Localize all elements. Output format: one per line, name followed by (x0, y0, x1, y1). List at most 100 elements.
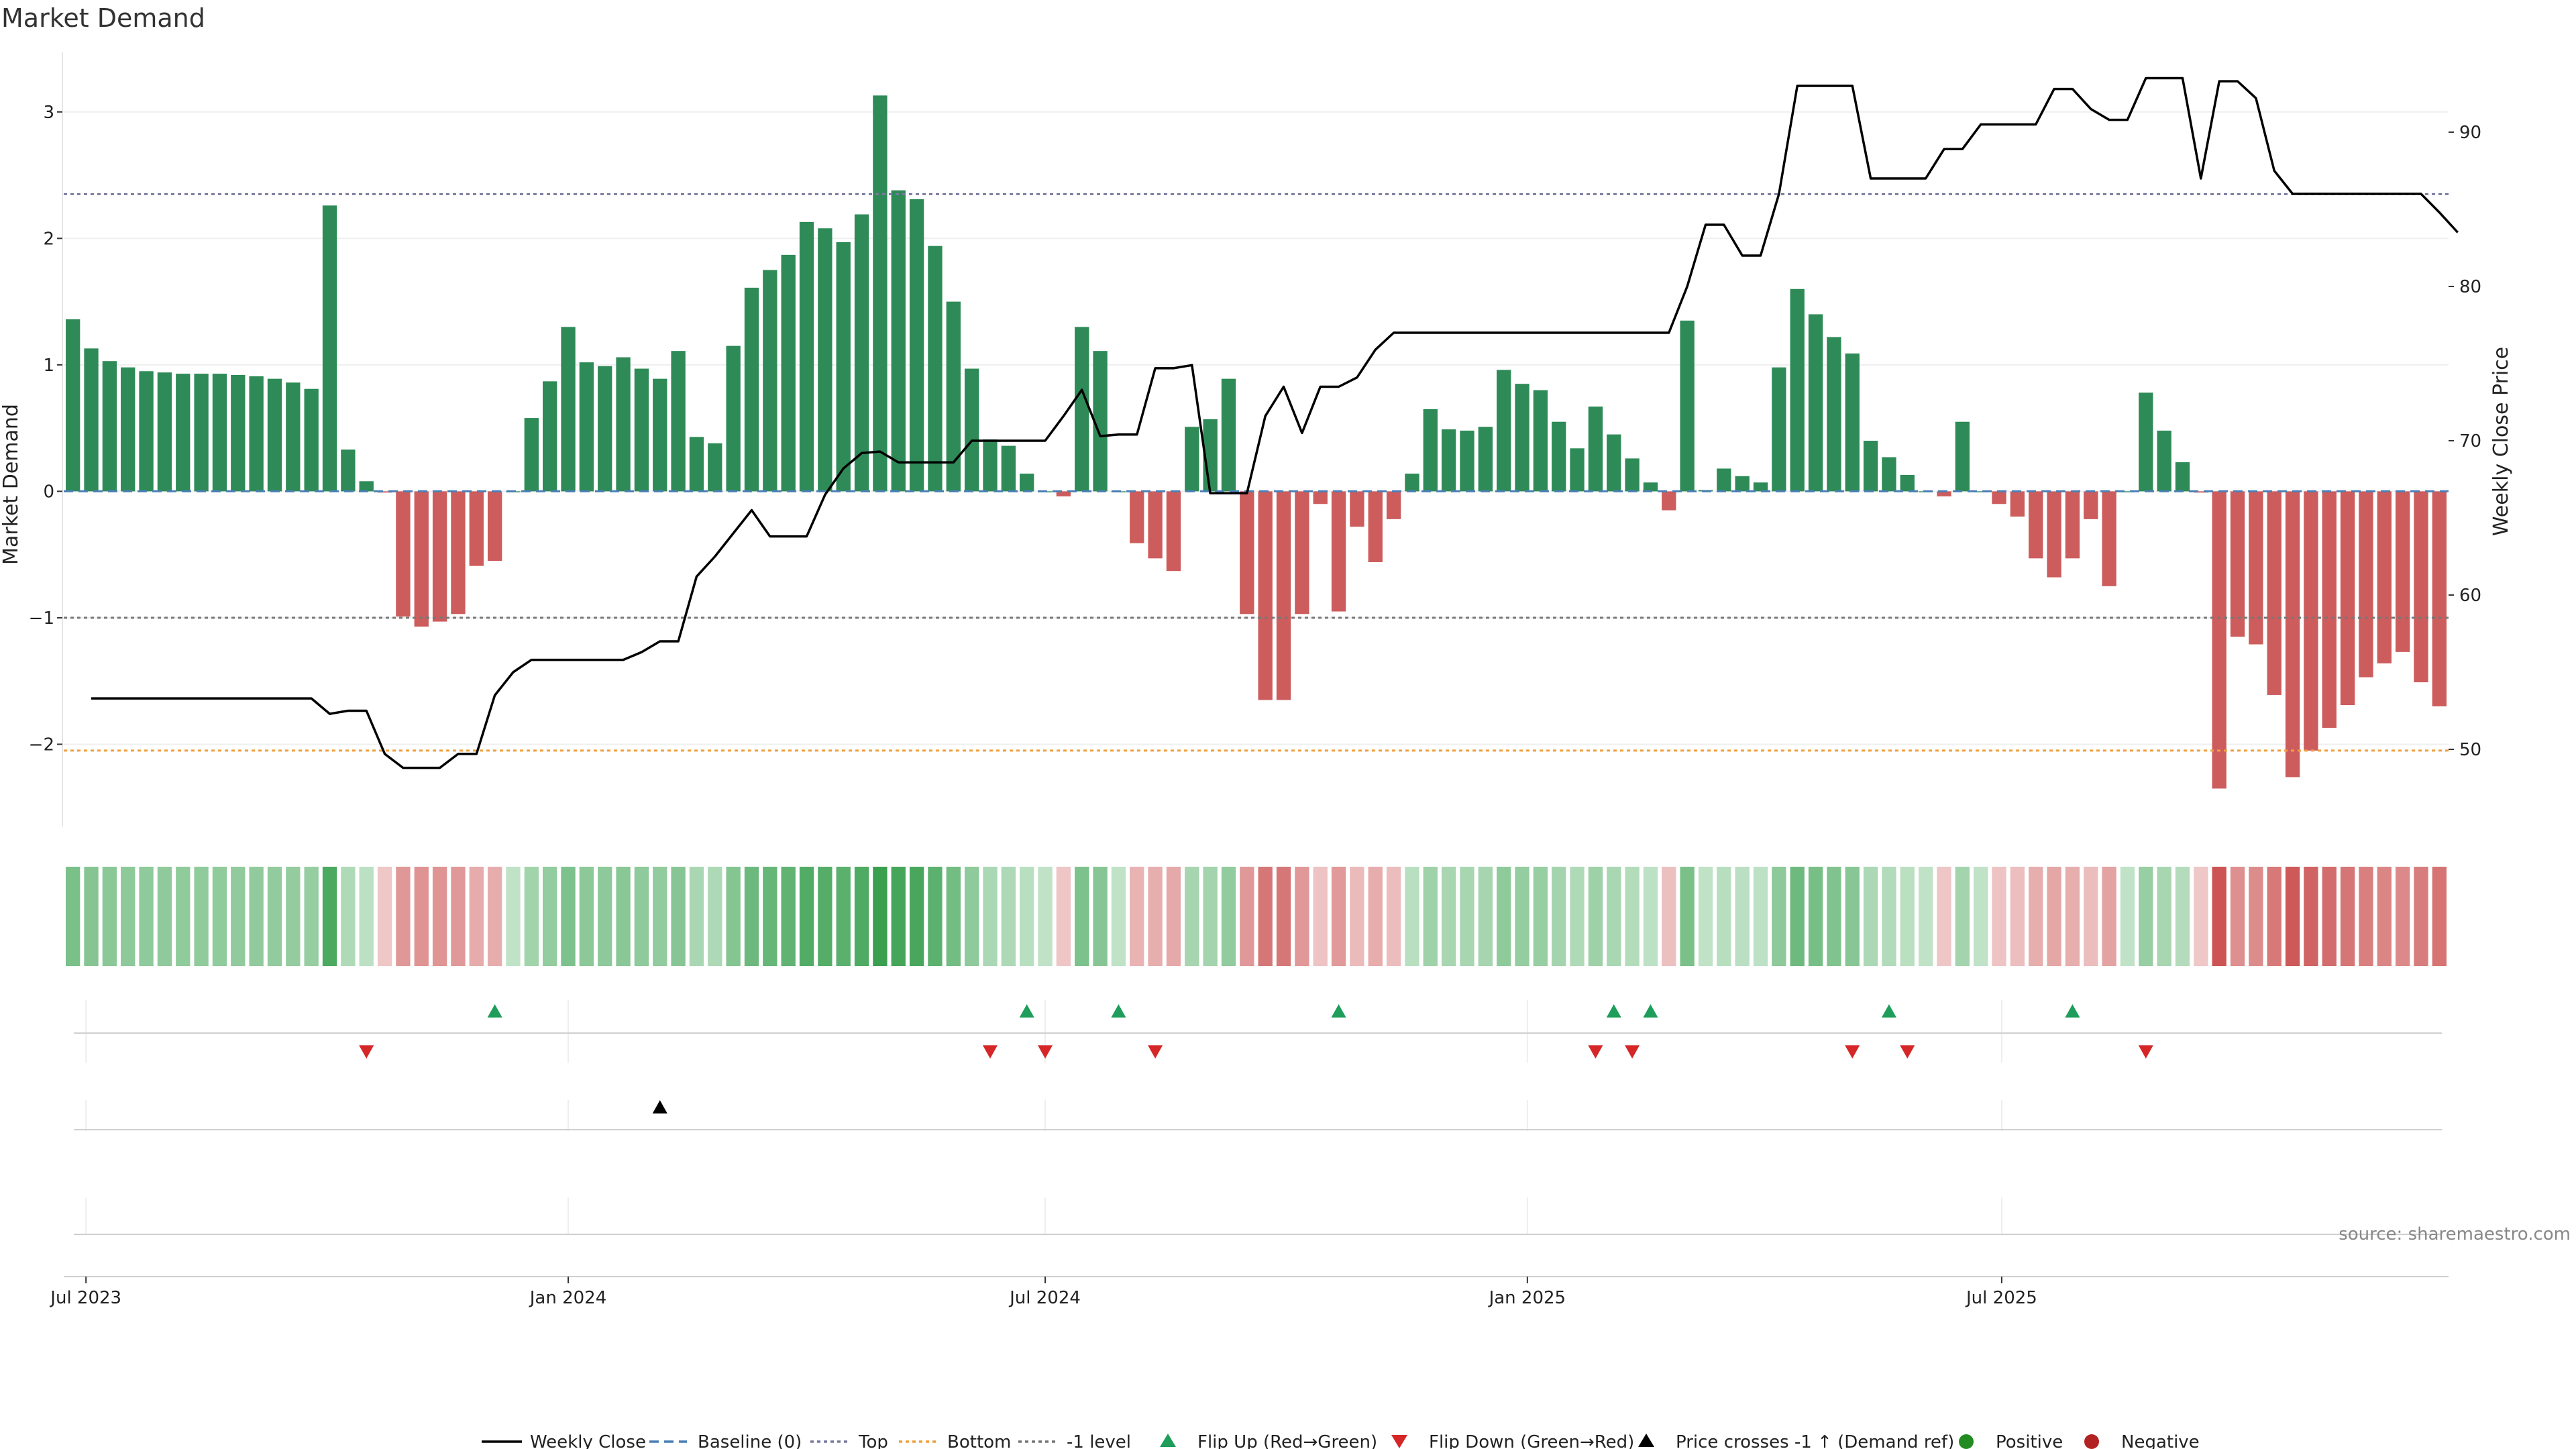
heat-cell (1863, 867, 1878, 966)
demand-bar (2102, 491, 2116, 586)
flip-up-marker (1643, 1004, 1658, 1018)
demand-bar (1185, 427, 1199, 492)
heat-cell (1918, 867, 1933, 966)
demand-bar (1460, 430, 1474, 492)
heat-cell (946, 867, 961, 966)
legend: Weekly Close Baseline (0) Top Bottom -1 leve… (482, 1432, 2200, 1449)
y2-tick-label: 80 (2459, 277, 2481, 297)
demand-bar (891, 190, 906, 492)
heat-cell (84, 867, 99, 966)
heat-cell (928, 867, 943, 966)
demand-bar (2377, 491, 2392, 663)
heat-cell (2010, 867, 2025, 966)
heat-cell (689, 867, 704, 966)
flip-up-marker (1881, 1004, 1896, 1018)
heat-cell (1331, 867, 1346, 966)
demand-bar (763, 270, 777, 492)
demand-bar (2322, 491, 2337, 728)
demand-bar (2340, 491, 2355, 706)
y2-tick-label: 70 (2459, 431, 2481, 451)
heat-cell (1350, 867, 1364, 966)
heat-cell (799, 867, 814, 966)
heat-cell (1900, 867, 1915, 966)
demand-bar (1992, 491, 2006, 504)
heat-cell (176, 867, 191, 966)
flip-down-marker (2138, 1045, 2153, 1059)
heat-cell (2102, 867, 2116, 966)
demand-bar (1258, 491, 1273, 700)
flip-down-marker (1148, 1045, 1163, 1059)
heat-cell (1552, 867, 1566, 966)
demand-bar (1478, 427, 1493, 492)
heat-cell (1148, 867, 1163, 966)
demand-bar (1405, 474, 1419, 492)
heat-cell (2157, 867, 2171, 966)
heat-cell (1955, 867, 1970, 966)
heat-cell (1386, 867, 1401, 966)
x-tick-label: Jul 2024 (1008, 1288, 1081, 1308)
heat-cell (487, 867, 502, 966)
heat-cell (66, 867, 80, 966)
heat-cell (1533, 867, 1548, 966)
heat-cell (1295, 867, 1309, 966)
demand-bar (2249, 491, 2263, 645)
demand-bar (1735, 476, 1750, 492)
legend-label: Flip Up (Red→Green) (1197, 1432, 1377, 1449)
y2-tick-label: 50 (2459, 740, 2481, 760)
demand-bar (1607, 434, 1621, 492)
y-tick-label: 0 (43, 482, 54, 502)
heat-cell (854, 867, 869, 966)
demand-bar (524, 418, 539, 492)
demand-bar (2194, 491, 2208, 493)
heat-cell (1937, 867, 1951, 966)
demand-bar (689, 437, 704, 492)
demand-bar (2359, 491, 2373, 678)
legend-label: Bottom (947, 1432, 1011, 1449)
heat-cell (2230, 867, 2245, 966)
flip-down-marker (1900, 1045, 1915, 1059)
heat-cell (1662, 867, 1676, 966)
demand-bar (212, 374, 227, 492)
demand-bar (2304, 491, 2318, 751)
legend-label: Weekly Close (530, 1432, 646, 1449)
demand-bar (2065, 491, 2080, 559)
demand-bar (2120, 491, 2135, 492)
y2-tick-label: 90 (2459, 123, 2481, 143)
heat-cell (286, 867, 301, 966)
demand-bar (1093, 351, 1108, 492)
heat-cell (1827, 867, 1841, 966)
demand-bar (1368, 491, 1383, 562)
y-tick-label: 1 (43, 356, 54, 376)
heat-cell (231, 867, 246, 966)
demand-bar (469, 491, 484, 566)
y-tick-label: −2 (29, 735, 54, 755)
heat-cell (1478, 867, 1493, 966)
heat-cell (2065, 867, 2080, 966)
demand-bar (928, 246, 943, 492)
demand-bar (1533, 390, 1548, 492)
demand-bar (84, 348, 99, 492)
demand-bar (561, 327, 576, 492)
demand-bar (836, 242, 851, 492)
legend-label: Negative (2121, 1432, 2200, 1449)
demand-bar (653, 378, 667, 492)
demand-bar (909, 199, 924, 492)
demand-bar (1955, 421, 1970, 492)
heat-cell (1570, 867, 1585, 966)
heat-cell (726, 867, 741, 966)
heat-cell (102, 867, 117, 966)
heat-cell (2432, 867, 2447, 966)
demand-bar (818, 228, 833, 492)
heat-cell (2285, 867, 2300, 966)
demand-bar (1827, 337, 1841, 492)
heat-cell (1313, 867, 1328, 966)
x-tick-label: Jan 2024 (529, 1288, 607, 1308)
heat-cell (1038, 867, 1053, 966)
demand-bar (1166, 491, 1181, 572)
demand-bar (341, 449, 356, 492)
demand-bar (1240, 491, 1254, 614)
heat-cell (1221, 867, 1236, 966)
demand-bar (432, 491, 447, 622)
demand-bar (1808, 314, 1823, 492)
heat-cell (873, 867, 888, 966)
